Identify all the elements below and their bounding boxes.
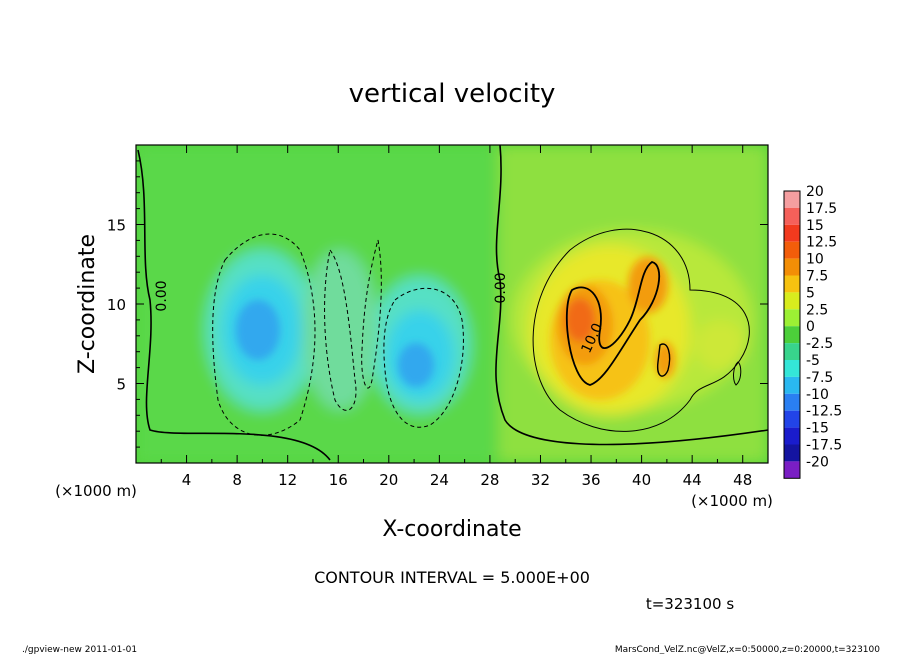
colorbar-swatch <box>784 393 800 411</box>
x-tick-label: 40 <box>632 471 651 489</box>
colorbar-label: 17.5 <box>806 201 837 217</box>
colorbar-label: 15 <box>806 218 824 234</box>
colorbar-label: 2.5 <box>806 302 828 318</box>
y-tick-label: 5 <box>116 376 126 394</box>
footer-left: ./gpview-new 2011-01-01 <box>22 645 137 654</box>
colorbar-label: -10 <box>806 387 829 403</box>
x-axis: 4 8 12 16 20 24 28 32 36 40 44 48 <box>160 145 752 489</box>
colorbar-swatch <box>784 241 800 259</box>
colorbar-label: 5 <box>806 285 815 301</box>
x-tick-label: 8 <box>232 471 242 489</box>
x-axis-unit-left: (×1000 m) <box>55 482 137 500</box>
plot-area <box>136 145 768 463</box>
x-tick-label: 20 <box>379 471 398 489</box>
colorbar-swatch <box>784 292 800 310</box>
colorbar-label: 7.5 <box>806 269 828 285</box>
colorbar-label: 20 <box>806 184 824 200</box>
colorbar-swatch <box>784 191 800 208</box>
time-label: t=323100 s <box>646 595 734 613</box>
colorbar-swatch <box>784 427 800 445</box>
colorbar-label: 0 <box>806 319 815 335</box>
colorbar-label: -15 <box>806 421 829 437</box>
colorbar-label: 10 <box>806 252 824 268</box>
x-tick-label: 36 <box>581 471 600 489</box>
colorbar-label: -5 <box>806 353 820 369</box>
y-tick-label: 10 <box>107 296 126 314</box>
colorbar-label: 12.5 <box>806 235 837 251</box>
colorbar-swatch <box>784 326 800 344</box>
colorbar-label: -12.5 <box>806 404 842 420</box>
chart-title: vertical velocity <box>349 79 556 109</box>
y-tick-label: 15 <box>107 217 126 235</box>
x-tick-label: 24 <box>430 471 449 489</box>
colorbar-swatch <box>784 309 800 327</box>
colorbar-label: -7.5 <box>806 370 833 386</box>
y-axis: 5 10 15 <box>107 160 768 448</box>
contour-interval: CONTOUR INTERVAL = 5.000E+00 <box>314 568 590 587</box>
x-tick-label: 28 <box>480 471 499 489</box>
colorbar-swatch <box>784 343 800 360</box>
footer-right: MarsCond_VelZ.nc@VelZ,x=0:50000,z=0:2000… <box>615 645 880 654</box>
colorbar-swatch <box>784 207 800 225</box>
x-tick-label: 48 <box>733 471 752 489</box>
x-tick-label: 44 <box>683 471 702 489</box>
colorbar: 2017.51512.5107.552.50-2.5-5-7.5-10-12.5… <box>783 184 842 479</box>
x-tick-label: 32 <box>531 471 550 489</box>
contour-label: 0.00 <box>493 272 509 303</box>
colorbar-frame <box>783 190 801 479</box>
colorbar-swatch <box>784 258 800 276</box>
colorbar-swatch <box>784 444 800 462</box>
colorbar-label: -17.5 <box>806 438 842 454</box>
colorbar-label: -2.5 <box>806 336 833 352</box>
x-tick-label: 12 <box>278 471 297 489</box>
y-axis-label: Z-coordinate <box>75 234 100 374</box>
x-tick-label: 4 <box>182 471 192 489</box>
colorbar-label: -20 <box>806 454 829 470</box>
x-axis-label: X-coordinate <box>382 517 521 542</box>
colorbar-swatch <box>784 275 800 293</box>
x-tick-label: 16 <box>329 471 348 489</box>
contour-label: 0.00 <box>154 280 170 311</box>
colorbar-swatch <box>784 224 800 242</box>
colorbar-swatch <box>784 360 800 377</box>
x-axis-unit-right: (×1000 m) <box>691 492 773 510</box>
colorbar-swatch <box>784 376 800 394</box>
colorbar-swatch <box>784 461 800 479</box>
colorbar-swatch <box>784 410 800 428</box>
